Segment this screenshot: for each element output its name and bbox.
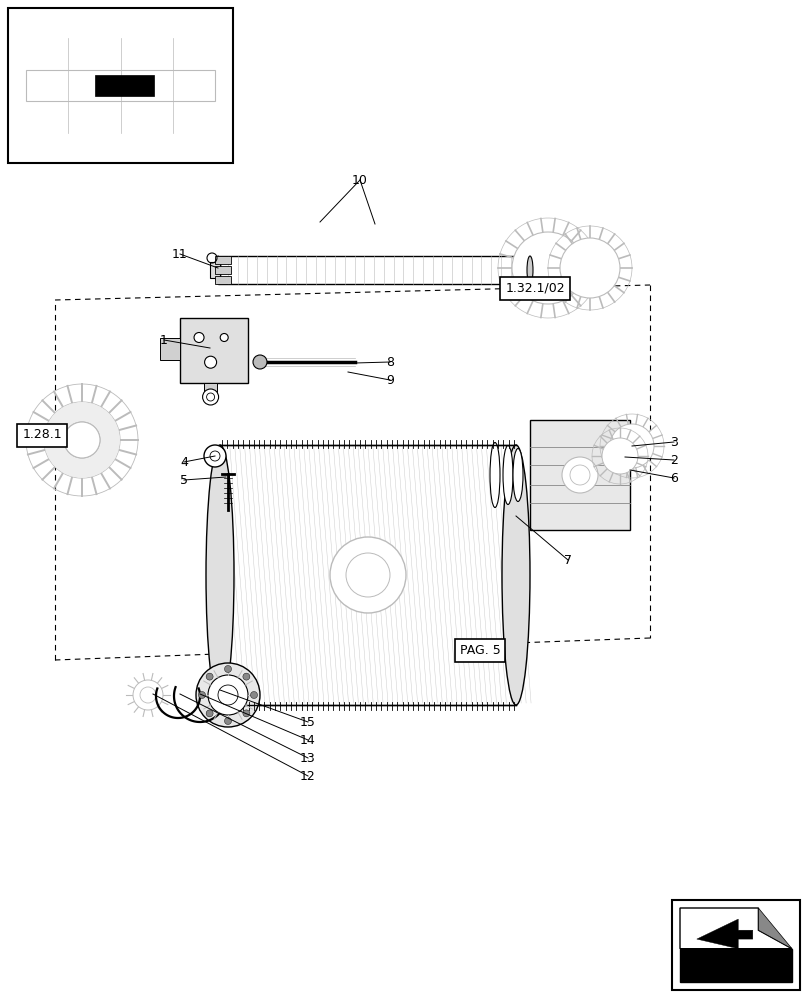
Circle shape [225,718,232,724]
Circle shape [199,692,205,698]
Circle shape [206,673,213,680]
Circle shape [346,553,390,597]
Text: 11: 11 [172,247,188,260]
Bar [218,256,530,284]
Text: 3: 3 [670,436,678,448]
Circle shape [253,355,267,369]
Ellipse shape [206,445,234,705]
Circle shape [140,687,156,703]
Polygon shape [696,919,753,949]
Circle shape [203,389,219,405]
Circle shape [250,692,258,698]
Text: 1.28.1: 1.28.1 [22,428,62,442]
Ellipse shape [215,256,221,284]
Bar [680,949,792,982]
Text: 6: 6 [670,472,678,485]
Ellipse shape [503,446,513,504]
Bar [215,256,231,264]
Circle shape [207,393,215,401]
Circle shape [44,402,120,478]
Polygon shape [759,908,792,949]
Ellipse shape [502,445,530,705]
Bar [180,318,248,383]
Text: 15: 15 [300,716,316,728]
Bar [8,8,233,163]
Ellipse shape [490,442,500,508]
Text: 5: 5 [180,474,188,487]
Ellipse shape [513,448,523,502]
Bar [530,420,630,530]
Text: 14: 14 [300,734,316,746]
Circle shape [133,680,163,710]
Circle shape [206,710,213,717]
Text: 1.32.1/02: 1.32.1/02 [505,282,565,294]
Circle shape [610,424,654,468]
Circle shape [218,685,238,705]
Circle shape [204,356,217,368]
Text: 13: 13 [300,752,316,764]
Bar [95,75,154,96]
Bar [27,70,215,101]
Text: 2: 2 [670,454,678,466]
Bar [220,445,516,705]
Circle shape [570,465,590,485]
Circle shape [562,457,598,493]
Circle shape [64,422,100,458]
Bar [210,262,220,278]
Circle shape [210,451,220,461]
Circle shape [602,438,638,474]
Circle shape [204,445,226,467]
Circle shape [243,710,250,717]
Bar [672,900,800,990]
Circle shape [560,238,620,298]
Polygon shape [680,908,792,949]
Circle shape [221,334,228,342]
Text: 1: 1 [160,334,168,347]
Text: 10: 10 [352,174,368,186]
Text: 7: 7 [564,554,572,566]
Circle shape [208,675,248,715]
Circle shape [225,666,232,672]
Circle shape [194,332,204,342]
Text: PAG. 5: PAG. 5 [460,644,500,656]
Bar [215,276,231,284]
Circle shape [196,663,260,727]
Circle shape [64,422,100,458]
Circle shape [243,673,250,680]
Bar [215,266,231,274]
Text: 8: 8 [386,356,394,368]
Circle shape [330,537,406,613]
Text: 9: 9 [386,373,394,386]
Text: 4: 4 [180,456,188,468]
Circle shape [512,232,584,304]
Text: 12: 12 [300,770,316,782]
Bar [160,338,180,360]
Ellipse shape [527,256,533,284]
Bar [204,383,217,397]
